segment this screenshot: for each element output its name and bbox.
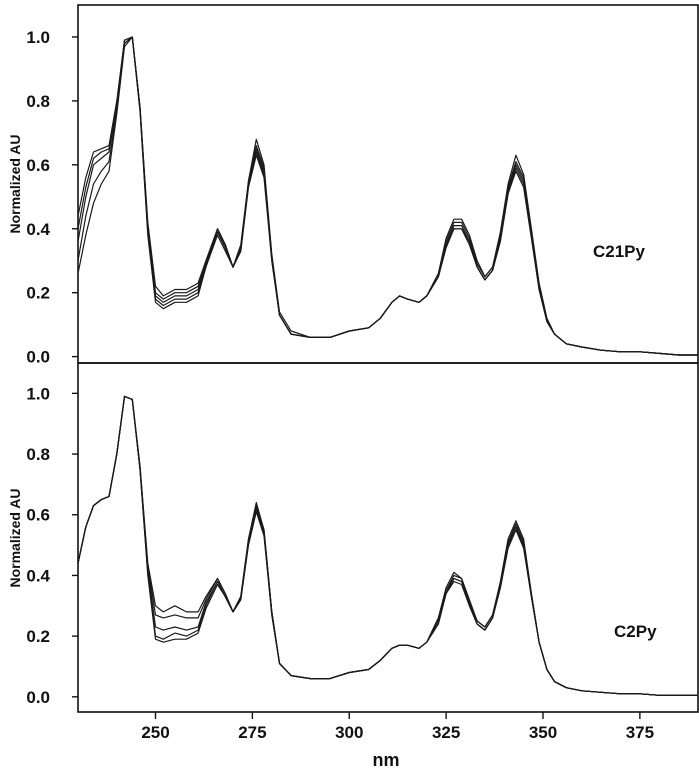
panel-label-c21py: C21Py	[593, 242, 646, 261]
spectrum-line	[77, 36, 698, 356]
y-tick-label: 1.0	[26, 384, 50, 403]
y-tick-labels-c21py: 0.0 0.2 0.4 0.6 0.8 1.0	[26, 28, 50, 367]
y-tick-label: 0.0	[26, 348, 50, 367]
y-tick-label: 0.4	[26, 220, 50, 239]
y-ticks-c2py	[72, 392, 78, 698]
y-tick-label: 0.0	[26, 688, 50, 707]
y-tick-label: 0.8	[26, 92, 50, 111]
x-axis-label: nm	[373, 750, 400, 770]
y-tick-label: 0.6	[26, 506, 50, 525]
y-tick-labels-c2py: 0.0 0.2 0.4 0.6 0.8 1.0	[26, 384, 50, 706]
series-group-c21py	[77, 36, 698, 356]
x-tick-label: 275	[238, 723, 266, 742]
panel-c2py: 0.0 0.2 0.4 0.6 0.8 1.0 250 275 300 325 350 375 No…	[7, 362, 699, 770]
plot-frame-c21py	[77, 4, 699, 364]
series-group-c2py	[77, 395, 698, 696]
x-tick-label: 375	[626, 723, 654, 742]
spectrum-line	[77, 395, 698, 696]
y-tick-label: 0.2	[26, 627, 50, 646]
x-tick-label: 250	[141, 723, 169, 742]
spectrum-line	[77, 395, 698, 696]
x-tick-label: 325	[432, 723, 460, 742]
y-axis-label-c21py: Normalized AU	[7, 134, 23, 233]
y-tick-label: 0.2	[26, 284, 50, 303]
x-tick-label: 300	[335, 723, 363, 742]
y-ticks-c21py	[72, 36, 78, 358]
x-tick-labels-c2py: 250 275 300 325 350 375	[141, 723, 654, 742]
plot-frame-c2py	[77, 362, 699, 713]
y-tick-label: 0.6	[26, 156, 50, 175]
spectrum-line	[77, 395, 698, 696]
x-ticks-c2py	[154, 712, 641, 719]
spectrum-line	[77, 395, 698, 696]
y-tick-label: 0.8	[26, 445, 50, 464]
spectrum-line	[77, 395, 698, 696]
panel-label-c2py: C2Py	[614, 622, 657, 641]
y-axis-label-c2py: Normalized AU	[7, 488, 23, 587]
x-tick-label: 350	[529, 723, 557, 742]
y-tick-label: 1.0	[26, 28, 50, 47]
panel-c21py: 0.0 0.2 0.4 0.6 0.8 1.0 Normalized AU C21Py	[7, 4, 699, 367]
y-tick-label: 0.4	[26, 566, 50, 585]
